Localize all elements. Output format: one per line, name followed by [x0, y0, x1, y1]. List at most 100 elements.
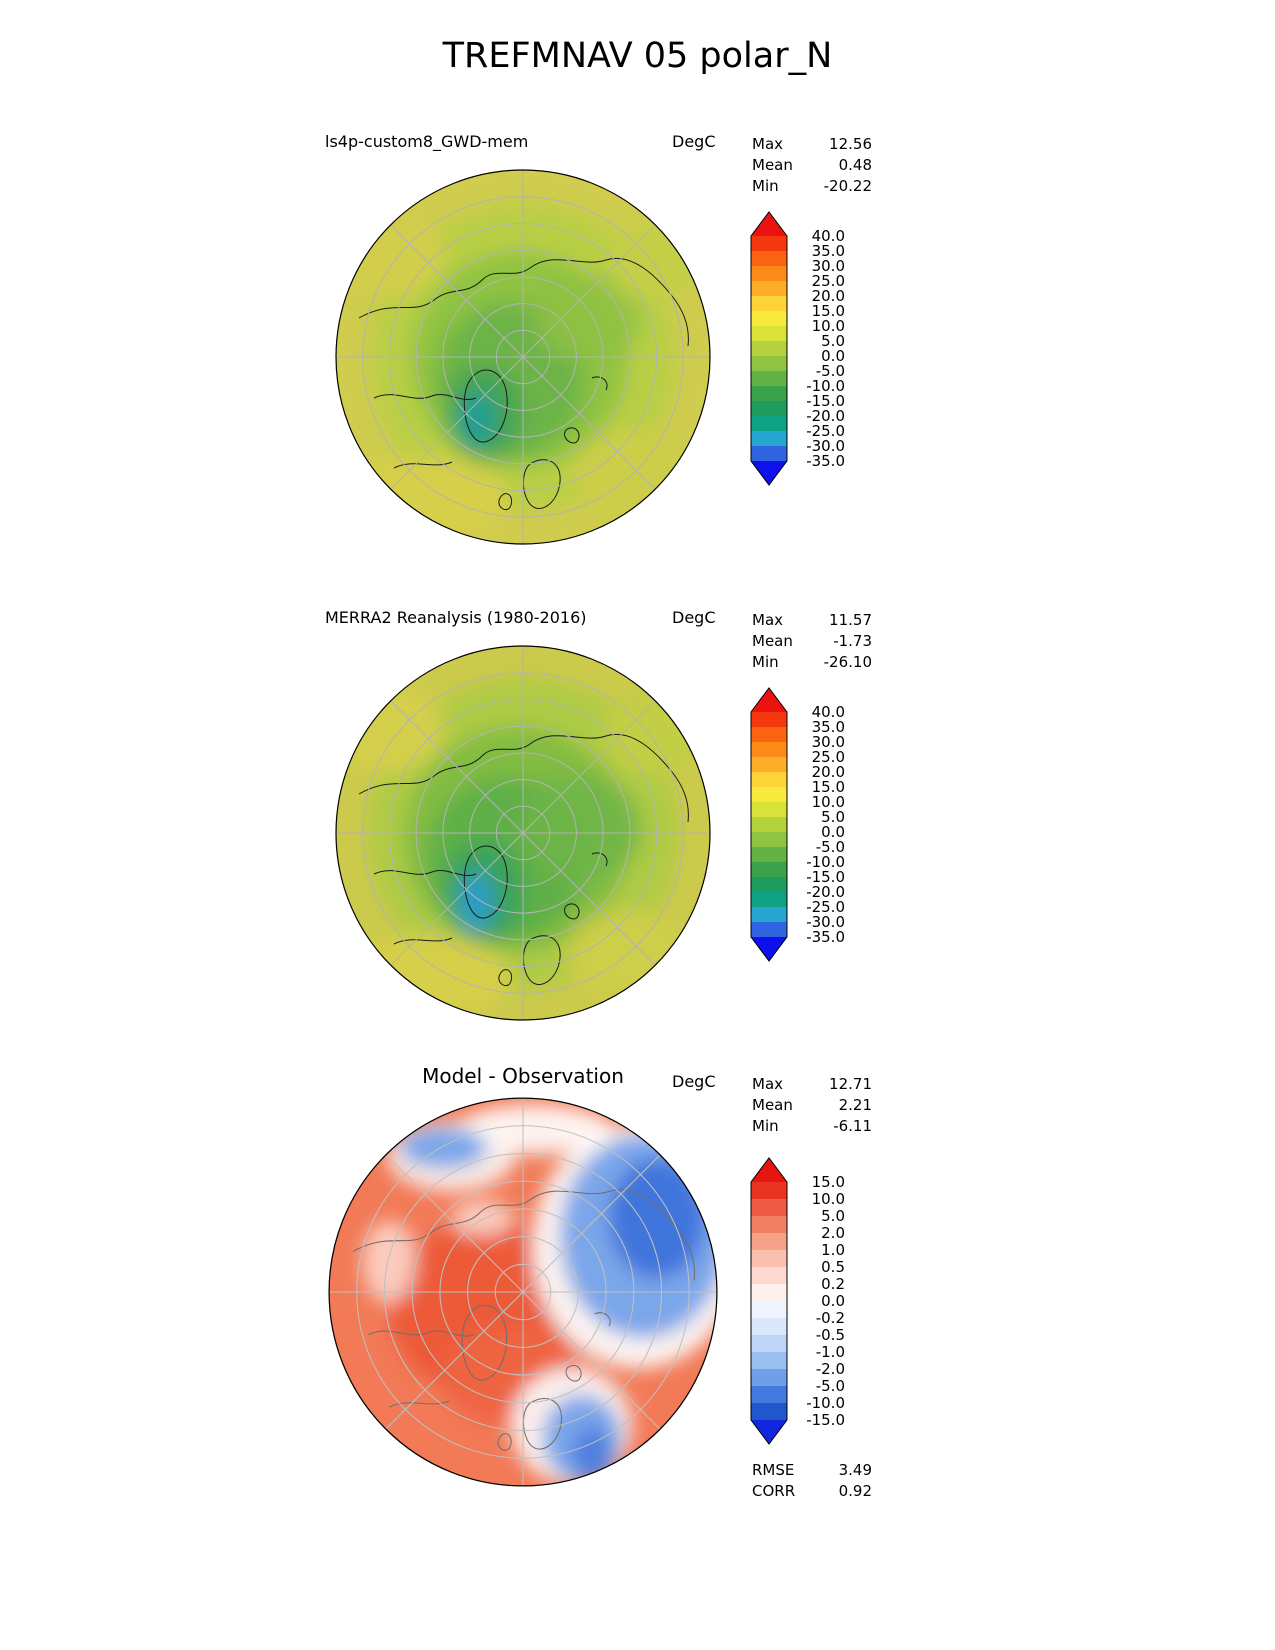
panel-reanalysis-map [334, 644, 712, 1026]
stat-row: Min -26.10 [752, 652, 872, 673]
stat-value: 12.71 [829, 1075, 872, 1093]
colorbar-segment [751, 1267, 787, 1284]
panel-reanalysis-colorbar: 40.0 35.0 30.0 25.0 20.0 15.0 10.0 5.0 0.0 -5.0 -1… [750, 686, 852, 977]
colorbar-segment [751, 742, 787, 757]
colorbar-svg: 15.010.05.02.01.00.50.20.0-0.2-0.5-1.0-2… [750, 1157, 845, 1445]
colorbar-segment [751, 1403, 787, 1420]
panel-model-map [334, 168, 712, 550]
colorbar-segment [751, 862, 787, 877]
stat-label: CORR [752, 1482, 796, 1500]
colorbar-outline [750, 211, 788, 486]
colorbar-segment [751, 1369, 787, 1386]
colorbar-tick-label: -30.0 [806, 913, 845, 931]
colorbar-tick-label: 25.0 [812, 272, 845, 290]
colorbar-segment [751, 401, 787, 416]
colorbar-segment [751, 757, 787, 772]
colorbar-tick-label: -0.2 [816, 1309, 845, 1327]
panel-model: ls4p-custom8_GWD-mem DegC Max 12.56 Mean 0.… [0, 120, 1275, 596]
colorbar-segment [751, 431, 787, 446]
polar-map-model-svg [335, 169, 711, 545]
colorbar-segment [751, 922, 787, 937]
graticule [329, 1098, 717, 1486]
polar-map-difference-svg [328, 1097, 718, 1487]
colorbar-segment [751, 1233, 787, 1250]
colorbar-segment [751, 802, 787, 817]
stat-row: Max 12.71 [752, 1074, 872, 1095]
colorbar-svg: 40.035.030.025.020.015.010.05.00.0-5.0-1… [750, 687, 845, 962]
colorbar-tick-label: -10.0 [806, 377, 845, 395]
stat-label: Mean [752, 1096, 793, 1114]
colorbar-tick-label: -10.0 [806, 853, 845, 871]
panel-reanalysis-units: DegC [672, 608, 716, 627]
colorbar-tick-label: -0.5 [816, 1326, 845, 1344]
stat-label: Max [752, 135, 784, 153]
colorbar-segment [751, 817, 787, 832]
panel-reanalysis-stats: Max 11.57 Mean -1.73 Min -26.10 [752, 610, 872, 673]
colorbar-segment [751, 847, 787, 862]
colorbar-segment [751, 727, 787, 742]
stat-row: Max 12.56 [752, 134, 872, 155]
panel-reanalysis-title: MERRA2 Reanalysis (1980-2016) [325, 608, 587, 627]
colorbar-tick-label: 35.0 [812, 718, 845, 736]
colorbar-segment [751, 892, 787, 907]
colorbar-tick-label: 15.0 [812, 778, 845, 796]
colorbar-segment [751, 251, 787, 266]
colorbar-under-arrow [751, 1420, 787, 1444]
colorbar-tick-label: 0.5 [821, 1258, 845, 1276]
colorbar-tick-label: -20.0 [806, 883, 845, 901]
stat-value: 2.21 [838, 1096, 872, 1114]
colorbar-svg: 40.035.030.025.020.015.010.05.00.0-5.0-1… [750, 211, 845, 486]
stat-value: -1.73 [833, 632, 872, 650]
colorbar-tick-label: -1.0 [816, 1343, 845, 1361]
map-border [335, 645, 711, 1021]
stat-value: -26.10 [823, 653, 872, 671]
colorbar-segment [751, 386, 787, 401]
stat-value: 12.56 [829, 135, 872, 153]
colorbar-tick-label: 0.0 [821, 1292, 845, 1310]
colorbar-segment [751, 1335, 787, 1352]
colorbar-tick-label: -35.0 [806, 452, 845, 470]
colorbar-tick-label: -25.0 [806, 898, 845, 916]
stat-value: -20.22 [823, 177, 872, 195]
panel-difference-stats: Max 12.71 Mean 2.21 Min -6.11 [752, 1074, 872, 1137]
colorbar-tick-label: 10.0 [812, 1190, 845, 1208]
colorbar-tick-label: 15.0 [812, 302, 845, 320]
colorbar-tick-label: -15.0 [806, 1411, 845, 1429]
colorbar-tick-label: -5.0 [816, 1377, 845, 1395]
stat-label: Min [752, 177, 779, 195]
colorbar-segment [751, 1318, 787, 1335]
colorbar-outline [750, 687, 788, 962]
colorbar-tick-label: 20.0 [812, 287, 845, 305]
stat-value: 0.48 [838, 156, 872, 174]
colorbar-segment [751, 907, 787, 922]
stat-row: Mean 0.48 [752, 155, 872, 176]
colorbar-tick-label: 40.0 [812, 703, 845, 721]
colorbar-tick-label: 30.0 [812, 733, 845, 751]
stat-row: CORR 0.92 [752, 1481, 872, 1502]
colorbar-tick-label: 0.0 [821, 347, 845, 365]
colorbar-segment [751, 1182, 787, 1199]
colorbar-tick-label: 20.0 [812, 763, 845, 781]
colorbar-tick-label: 2.0 [821, 1224, 845, 1242]
colorbar-tick-label: -5.0 [816, 362, 845, 380]
colorbar-segment [751, 371, 787, 386]
colorbar-segment [751, 1284, 787, 1301]
panel-model-title: ls4p-custom8_GWD-mem [325, 132, 529, 151]
colorbar-segment [751, 446, 787, 461]
stat-value: 0.92 [838, 1482, 872, 1500]
stat-label: Max [752, 611, 784, 629]
stat-row: RMSE 3.49 [752, 1460, 872, 1481]
colorbar-segment [751, 772, 787, 787]
stat-value: 11.57 [829, 611, 872, 629]
colorbar-tick-label: -15.0 [806, 392, 845, 410]
colorbar-tick-label: 10.0 [812, 317, 845, 335]
colorbar-segment [751, 832, 787, 847]
colorbar-segment [751, 712, 787, 727]
colorbar-tick-label: 30.0 [812, 257, 845, 275]
colorbar-segment [751, 877, 787, 892]
colorbar-segment [751, 1199, 787, 1216]
panel-difference: Model - Observation DegC Max 12.71 Mean 2.2… [0, 1060, 1275, 1620]
stat-row: Max 11.57 [752, 610, 872, 631]
colorbar-segment [751, 1250, 787, 1267]
